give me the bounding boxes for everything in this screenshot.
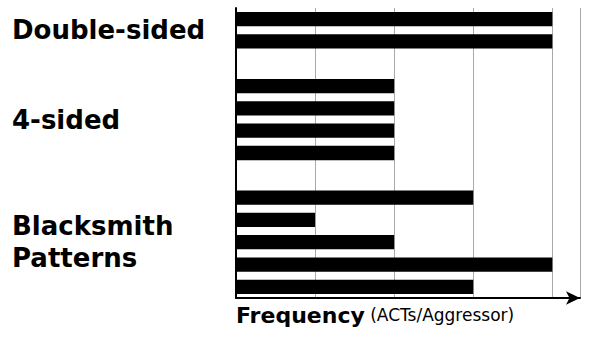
svg-text:Frequency: Frequency xyxy=(236,303,365,328)
svg-text:Patterns: Patterns xyxy=(12,243,137,273)
svg-text:Double-sided: Double-sided xyxy=(12,15,205,45)
svg-text:4-sided: 4-sided xyxy=(12,105,120,135)
svg-text:(ACTs/Aggressor): (ACTs/Aggressor) xyxy=(365,305,514,325)
svg-text:Blacksmith: Blacksmith xyxy=(12,211,182,241)
